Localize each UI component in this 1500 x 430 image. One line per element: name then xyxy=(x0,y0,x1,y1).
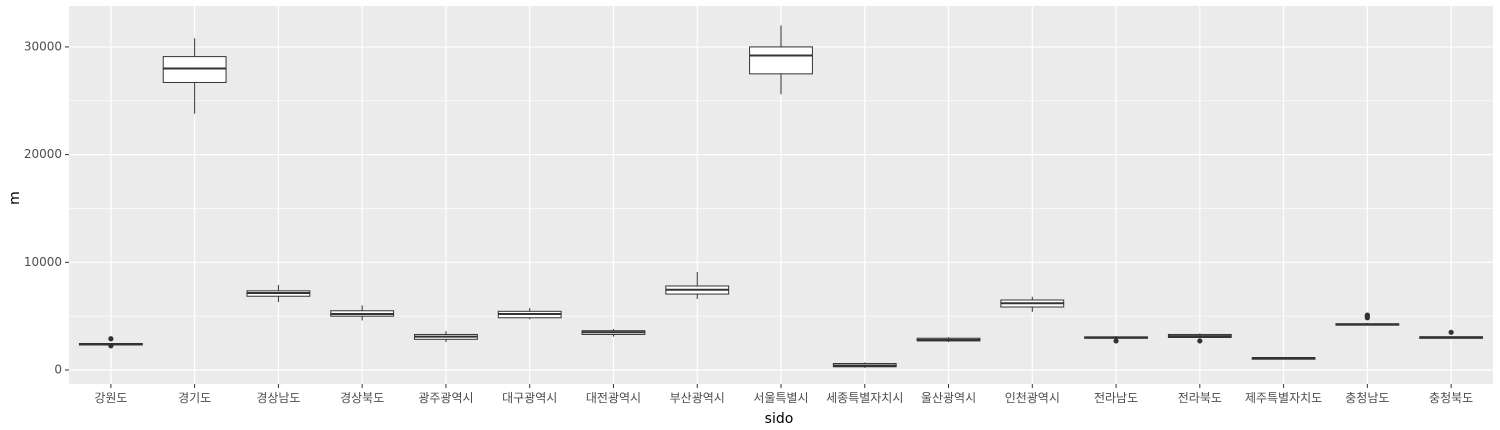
y-tick-label: 30000 xyxy=(24,39,62,53)
x-axis-title: sido xyxy=(765,411,794,427)
x-tick-label: 경기도 xyxy=(178,391,211,405)
x-tick-label: 강원도 xyxy=(94,391,127,405)
box-8 xyxy=(665,272,730,299)
box-13 xyxy=(1084,336,1148,344)
box-2 xyxy=(162,38,227,114)
outlier-point xyxy=(108,343,114,349)
x-tick-label: 경상남도 xyxy=(256,391,300,405)
outlier-point xyxy=(1364,312,1370,318)
box-6 xyxy=(497,308,562,320)
box-11 xyxy=(916,337,981,342)
y-axis: 0 10000 20000 30000 xyxy=(24,39,69,377)
x-tick-label: 제주특별자치도 xyxy=(1245,391,1322,405)
x-tick-label: 세종특별자치시 xyxy=(826,391,903,405)
y-tick-label: 20000 xyxy=(24,147,62,161)
y-tick-label: 10000 xyxy=(24,255,62,269)
box-series xyxy=(78,25,1484,368)
box-10 xyxy=(832,362,897,368)
box-5 xyxy=(414,331,478,342)
box-iqr xyxy=(749,46,813,75)
box-16 xyxy=(1335,312,1400,326)
x-tick-label: 대구광역시 xyxy=(502,391,557,405)
x-tick-label: 부산광역시 xyxy=(670,391,725,405)
box-17 xyxy=(1419,329,1484,339)
box-12 xyxy=(1000,296,1065,312)
box-3 xyxy=(246,284,311,303)
outlier-point xyxy=(108,336,114,342)
y-tick-label: 0 xyxy=(54,363,62,377)
x-axis: 강원도 경기도 경상남도 경상북도 광주광역시 대구광역시 대전광역시 부산광역시 서울특별시 세… xyxy=(94,384,1473,405)
box-15 xyxy=(1251,356,1316,360)
x-tick-label: 광주광역시 xyxy=(418,391,473,405)
x-tick-label: 인천광역시 xyxy=(1005,390,1060,405)
x-tick-label: 전라남도 xyxy=(1094,391,1138,405)
box-4 xyxy=(330,305,395,321)
x-tick-label: 경상북도 xyxy=(340,391,384,405)
x-tick-label: 대전광역시 xyxy=(586,391,641,405)
box-7 xyxy=(581,329,646,337)
x-tick-label: 충청북도 xyxy=(1429,391,1473,405)
outlier-point xyxy=(1448,329,1454,335)
box-14 xyxy=(1167,333,1232,344)
x-tick-label: 전라북도 xyxy=(1178,391,1222,405)
box-9 xyxy=(749,25,813,95)
x-tick-label: 서울특별시 xyxy=(753,391,808,405)
x-tick-label: 충청남도 xyxy=(1345,391,1389,405)
box-iqr xyxy=(162,56,227,83)
x-tick-label: 울산광역시 xyxy=(921,391,976,405)
outlier-point xyxy=(1113,338,1119,344)
y-axis-title: m xyxy=(7,191,23,205)
outlier-point xyxy=(1197,338,1203,344)
box-1 xyxy=(78,336,143,349)
